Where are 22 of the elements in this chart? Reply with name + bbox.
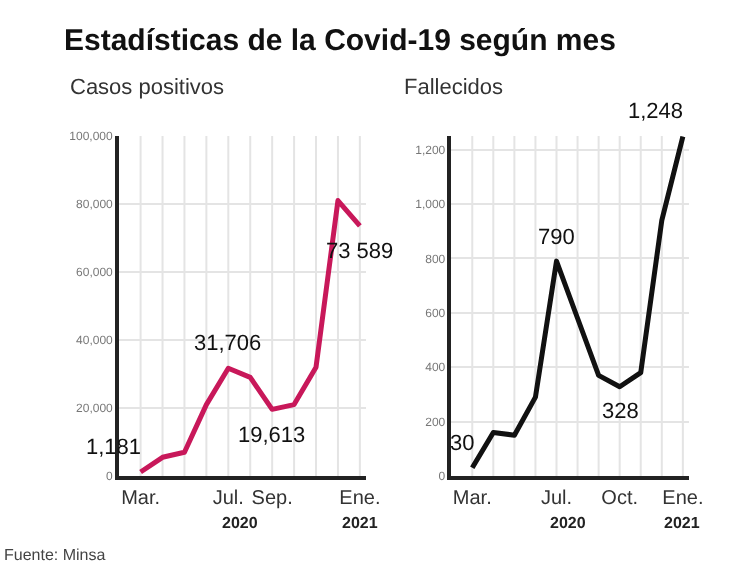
chart-subtitle: Fallecidos (404, 76, 505, 100)
x-tick-label: Mar. (452, 487, 492, 510)
text: 2020 (550, 514, 587, 532)
x-tick-label: Ene. (339, 487, 381, 510)
x-tick-label: Sep. (251, 487, 293, 510)
data-label: 1,248 (628, 100, 684, 124)
text: 2020 (222, 514, 259, 532)
data-label: 790 (538, 226, 575, 250)
chart-title: Estadísticas de la Covid-19 según mes (64, 24, 616, 58)
text: 2021 (342, 514, 379, 532)
x-tick-label: Jul. (540, 487, 573, 510)
source-note: Fuente: Minsa (4, 546, 107, 564)
text: 2021 (664, 514, 701, 532)
x-tick-label: Mar. (121, 487, 161, 510)
x-tick-label: Oct. (601, 487, 639, 510)
x-tick-label: Jul. (212, 487, 244, 510)
x-tick-label: Ene. (662, 487, 704, 510)
data-label: 30 (450, 432, 475, 456)
chart-subtitle: Casos positivos (70, 76, 226, 100)
data-label: 31,706 (194, 332, 262, 356)
data-label: 328 (602, 400, 639, 424)
data-label: 19,613 (238, 424, 306, 448)
